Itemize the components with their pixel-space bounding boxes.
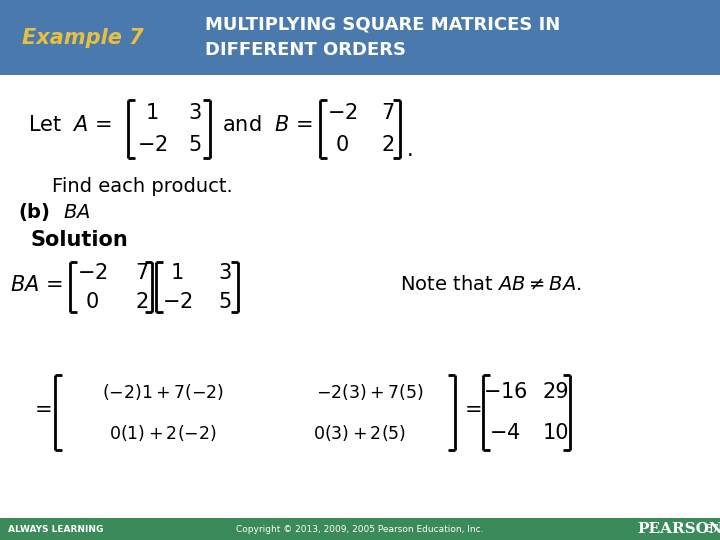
Text: =: =	[465, 400, 482, 420]
Text: $(-2)1+7(-2)$: $(-2)1+7(-2)$	[102, 382, 224, 402]
Text: 2: 2	[135, 292, 148, 312]
Text: 2: 2	[382, 135, 395, 155]
Text: and  $B$ =: and $B$ =	[222, 115, 313, 135]
Text: 1: 1	[171, 263, 184, 283]
Text: 0: 0	[336, 135, 348, 155]
Text: 0: 0	[86, 292, 99, 312]
Text: $-2(3)+7(5)$: $-2(3)+7(5)$	[316, 382, 424, 402]
Text: PEARSON: PEARSON	[637, 522, 720, 536]
Text: ALWAYS LEARNING: ALWAYS LEARNING	[8, 524, 104, 534]
Text: 10: 10	[543, 423, 570, 443]
Text: 3: 3	[218, 263, 232, 283]
Text: $-16$: $-16$	[482, 382, 527, 402]
Text: 29: 29	[543, 382, 570, 402]
Text: $0(3)+2(5)$: $0(3)+2(5)$	[313, 423, 407, 443]
Text: =: =	[35, 400, 53, 420]
Text: $-2$: $-2$	[162, 292, 192, 312]
FancyBboxPatch shape	[0, 0, 720, 75]
Text: Let  $A$ =: Let $A$ =	[28, 115, 112, 135]
FancyBboxPatch shape	[0, 518, 720, 540]
Text: 7: 7	[382, 103, 395, 123]
Text: 1: 1	[145, 103, 158, 123]
Text: $-2$: $-2$	[327, 103, 357, 123]
Text: 7: 7	[135, 263, 148, 283]
Text: Find each product.: Find each product.	[52, 177, 233, 195]
Text: 37: 37	[705, 524, 719, 534]
Text: $0(1)+2(-2)$: $0(1)+2(-2)$	[109, 423, 217, 443]
Text: 3: 3	[189, 103, 202, 123]
Text: $-2$: $-2$	[77, 263, 107, 283]
Text: $-4$: $-4$	[489, 423, 521, 443]
Text: Solution: Solution	[30, 230, 127, 250]
Text: Note that $AB \neq BA$.: Note that $AB \neq BA$.	[400, 275, 582, 294]
Text: 5: 5	[189, 135, 202, 155]
Text: MULTIPLYING SQUARE MATRICES IN
DIFFERENT ORDERS: MULTIPLYING SQUARE MATRICES IN DIFFERENT…	[205, 16, 560, 59]
Text: Example 7: Example 7	[22, 28, 143, 48]
Text: $-2$: $-2$	[137, 135, 167, 155]
Text: 5: 5	[218, 292, 232, 312]
Text: Copyright © 2013, 2009, 2005 Pearson Education, Inc.: Copyright © 2013, 2009, 2005 Pearson Edu…	[236, 524, 484, 534]
Text: (b)  $BA$: (b) $BA$	[18, 201, 91, 223]
Text: .: .	[407, 140, 413, 160]
Text: $BA$ =: $BA$ =	[10, 275, 63, 295]
